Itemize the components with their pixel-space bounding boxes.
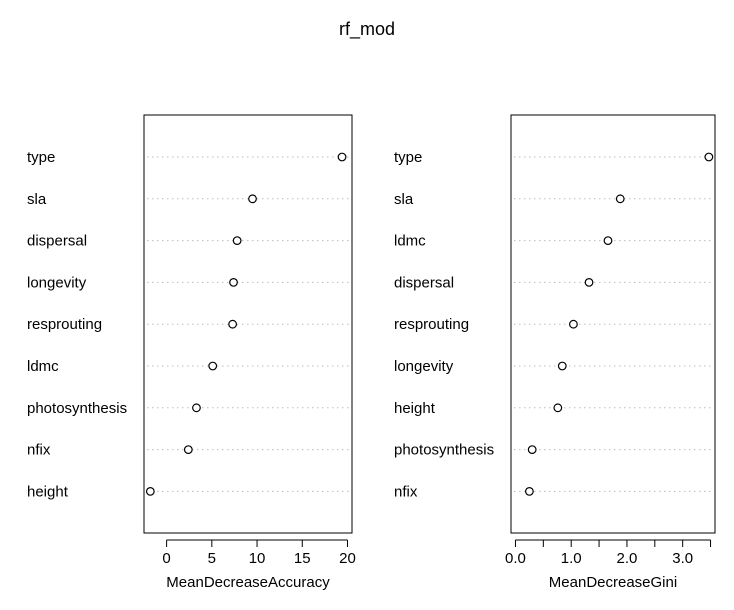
panel-mean-decrease-gini: type sla ldmc dispersal resprouting longevity… bbox=[394, 114, 716, 591]
category-label: ldmc bbox=[394, 233, 426, 250]
category-label: height bbox=[27, 483, 69, 500]
data-point bbox=[232, 236, 242, 246]
category-label: type bbox=[27, 149, 55, 166]
category-label: dispersal bbox=[27, 233, 87, 250]
x-tick-label: 20 bbox=[339, 550, 356, 567]
plot-frame bbox=[510, 114, 716, 534]
category-label: photosynthesis bbox=[394, 442, 494, 459]
data-point bbox=[229, 278, 238, 287]
category-label: ldmc bbox=[27, 358, 59, 375]
category-label: photosynthesis bbox=[27, 400, 127, 417]
data-point bbox=[557, 361, 567, 371]
data-point bbox=[208, 361, 218, 371]
plot-frame bbox=[143, 114, 353, 534]
x-tick-label: 15 bbox=[294, 550, 311, 567]
data-point bbox=[248, 194, 257, 204]
data-point bbox=[192, 403, 201, 413]
x-tick-label: 3.0 bbox=[672, 550, 693, 567]
data-point bbox=[569, 319, 578, 329]
panel-mean-decrease-accuracy: type sla dispersal longevity resprouting ldmc… bbox=[27, 114, 356, 591]
x-tick-label: 10 bbox=[249, 550, 266, 567]
data-point bbox=[615, 194, 625, 204]
category-label: nfix bbox=[27, 442, 51, 459]
x-tick-label: 1.0 bbox=[561, 550, 582, 567]
category-label: resprouting bbox=[394, 316, 469, 333]
data-point bbox=[553, 403, 563, 413]
category-label: longevity bbox=[27, 274, 87, 291]
category-label: dispersal bbox=[394, 274, 454, 291]
category-label: sla bbox=[27, 191, 47, 208]
x-axis-label: MeanDecreaseGini bbox=[549, 574, 677, 591]
x-tick-label: 5 bbox=[208, 550, 216, 567]
chart-title: rf_mod bbox=[339, 19, 395, 40]
data-point bbox=[584, 278, 594, 287]
category-label: longevity bbox=[394, 358, 454, 375]
category-label: nfix bbox=[394, 483, 418, 500]
data-point bbox=[704, 152, 714, 162]
data-point bbox=[603, 236, 613, 246]
category-label: resprouting bbox=[27, 316, 102, 333]
x-tick-label: 2.0 bbox=[617, 550, 638, 567]
data-point bbox=[228, 319, 238, 329]
data-point bbox=[337, 152, 347, 162]
x-tick-label: 0.0 bbox=[505, 550, 526, 567]
data-point bbox=[524, 487, 534, 496]
x-tick-label: 0 bbox=[162, 550, 170, 567]
data-point bbox=[183, 445, 193, 455]
x-axis-label: MeanDecreaseAccuracy bbox=[166, 574, 330, 591]
category-label: sla bbox=[394, 191, 414, 208]
data-point bbox=[527, 445, 537, 455]
data-point bbox=[145, 487, 155, 496]
category-label: height bbox=[394, 400, 436, 417]
category-label: type bbox=[394, 149, 422, 166]
